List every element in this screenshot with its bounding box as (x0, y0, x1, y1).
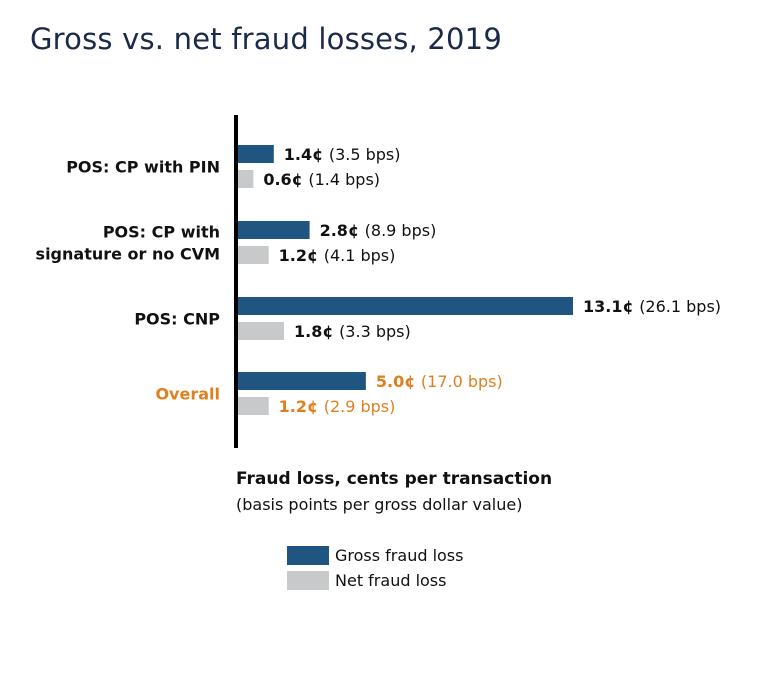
data-label-value: 1.2¢ (279, 397, 324, 416)
category-label-line: POS: CP with PIN (66, 158, 220, 177)
data-label-bps: (1.4 bps) (308, 170, 380, 189)
data-label-bps: (8.9 bps) (365, 221, 437, 240)
category-label-line: POS: CNP (134, 310, 220, 329)
data-label-value: 0.6¢ (263, 170, 308, 189)
data-label-value: 5.0¢ (376, 372, 421, 391)
data-label: 13.1¢ (26.1 bps) (583, 297, 721, 316)
category-label-line: POS: CP with (103, 223, 220, 242)
data-label-bps: (26.1 bps) (639, 297, 721, 316)
bar-gross (238, 372, 366, 390)
legend-item-gross: Gross fraud loss (287, 543, 463, 567)
bar-net (238, 246, 269, 264)
data-label-value: 1.8¢ (294, 322, 339, 341)
data-label-bps: (3.5 bps) (329, 145, 401, 164)
chart-title: Gross vs. net fraud losses, 2019 (30, 22, 502, 56)
data-label-bps: (4.1 bps) (324, 246, 396, 265)
data-label-value: 1.4¢ (284, 145, 329, 164)
category-label: POS: CP with signature or no CVM (36, 223, 220, 264)
data-label-bps: (17.0 bps) (421, 372, 503, 391)
legend: Gross fraud loss Net fraud loss (287, 543, 463, 593)
legend-swatch-net (287, 570, 329, 590)
data-label: 1.8¢ (3.3 bps) (294, 322, 411, 341)
data-label-value: 13.1¢ (583, 297, 639, 316)
bar-gross (238, 297, 573, 315)
data-label: 1.4¢ (3.5 bps) (284, 145, 401, 164)
x-axis-title: Fraud loss, cents per transaction (236, 469, 553, 489)
category-label: Overall (155, 385, 220, 404)
data-label-bps: (3.3 bps) (339, 322, 411, 341)
data-label: 0.6¢ (1.4 bps) (263, 170, 380, 189)
bar-gross (238, 221, 310, 239)
bar-gross (238, 145, 274, 163)
category-label-line: signature or no CVM (36, 245, 220, 264)
legend-swatch-gross (287, 545, 329, 565)
category-label-line: Overall (155, 385, 220, 404)
data-label: 5.0¢ (17.0 bps) (376, 372, 503, 391)
category-label: POS: CNP (134, 310, 220, 329)
legend-label-net: Net fraud loss (335, 570, 447, 590)
data-label-bps: (2.9 bps) (324, 397, 396, 416)
data-label: 1.2¢ (2.9 bps) (279, 397, 396, 416)
legend-label-gross: Gross fraud loss (335, 545, 464, 565)
bar-net (238, 397, 269, 415)
bar-net (238, 322, 285, 340)
legend-item-net: Net fraud loss (287, 568, 463, 592)
data-label: 2.8¢ (8.9 bps) (320, 221, 437, 240)
category-label: POS: CP with PIN (66, 158, 220, 177)
x-axis-subtitle: (basis points per gross dollar value) (236, 495, 523, 514)
data-label-value: 2.8¢ (320, 221, 365, 240)
data-label: 1.2¢ (4.1 bps) (279, 246, 396, 265)
data-label-value: 1.2¢ (279, 246, 324, 265)
bar-net (238, 170, 254, 188)
